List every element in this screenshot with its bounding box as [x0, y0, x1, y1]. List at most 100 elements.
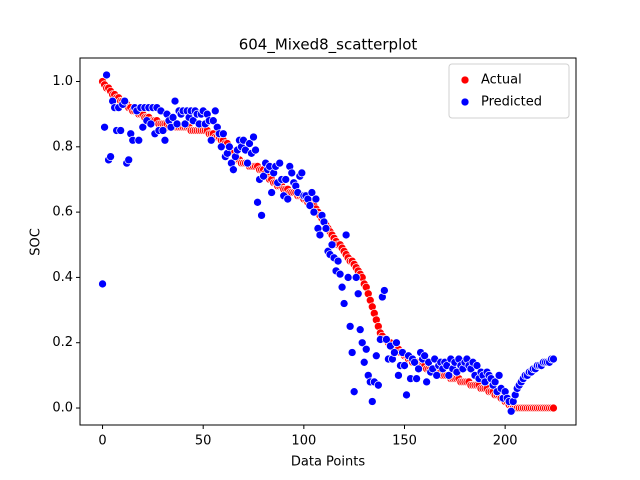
point	[367, 397, 377, 406]
plot-frame	[79, 57, 577, 426]
legend-marker	[460, 97, 470, 107]
point	[444, 371, 454, 380]
point	[251, 145, 260, 155]
point	[253, 197, 262, 207]
point	[208, 116, 218, 126]
y-axis-label: SOC	[29, 228, 44, 256]
point	[390, 348, 399, 357]
point	[243, 158, 252, 168]
point	[100, 122, 109, 132]
x-tick-label: 0	[98, 434, 106, 449]
point	[206, 135, 216, 145]
point	[158, 126, 168, 135]
point	[120, 96, 130, 106]
point	[432, 371, 442, 380]
point	[339, 299, 349, 308]
point	[275, 158, 285, 168]
point	[335, 269, 345, 279]
legend-label: Actual	[481, 73, 522, 88]
point	[218, 129, 228, 139]
point	[210, 106, 220, 116]
point	[172, 119, 182, 129]
point	[394, 371, 403, 380]
point	[345, 322, 355, 331]
point	[343, 273, 353, 282]
point	[170, 96, 180, 106]
point	[102, 70, 111, 80]
point	[134, 135, 144, 145]
point	[371, 351, 381, 361]
point	[472, 361, 482, 370]
point	[357, 338, 367, 348]
point	[402, 390, 411, 400]
legend-box	[448, 63, 570, 119]
x-axis-label: Data Points	[291, 455, 365, 470]
point	[506, 406, 516, 416]
point	[410, 357, 419, 367]
x-tick-label: 150	[392, 434, 417, 449]
point	[245, 139, 254, 148]
y-tick-label: 0.4	[52, 270, 73, 285]
point	[281, 175, 291, 184]
y-tick-label: 0.2	[52, 335, 73, 350]
point	[414, 364, 423, 374]
point	[327, 240, 337, 250]
x-tick-label: 50	[195, 434, 212, 449]
point	[355, 325, 365, 335]
point	[420, 351, 429, 361]
point	[138, 122, 148, 132]
point	[422, 377, 431, 387]
y-tick-label: 1.0	[52, 74, 73, 89]
point	[353, 289, 363, 299]
point	[116, 126, 126, 135]
point	[225, 142, 234, 152]
point	[309, 207, 319, 217]
point	[490, 377, 500, 387]
point	[382, 335, 391, 344]
point	[249, 132, 258, 142]
chart-title: 604_Mixed8_scatterplot	[239, 36, 418, 55]
point	[283, 194, 293, 204]
x-tick-label: 200	[493, 434, 518, 449]
point	[380, 286, 389, 295]
point	[98, 279, 107, 289]
legend-marker	[460, 75, 470, 85]
legend-label: Predicted	[481, 95, 542, 110]
x-tick-label: 100	[291, 434, 316, 449]
point	[549, 403, 558, 413]
point	[392, 338, 401, 348]
point	[321, 224, 331, 233]
point	[361, 344, 371, 354]
point	[146, 119, 156, 129]
y-tick-label: 0.6	[52, 205, 73, 220]
y-tick-label: 0.0	[52, 401, 73, 416]
point	[347, 348, 357, 357]
point	[287, 168, 297, 178]
point	[180, 119, 190, 129]
point	[168, 113, 178, 122]
point	[259, 171, 268, 181]
point	[106, 152, 115, 161]
point	[351, 273, 361, 282]
point	[549, 354, 558, 364]
point	[337, 282, 347, 292]
point	[307, 188, 317, 197]
point	[373, 380, 383, 390]
point	[333, 256, 343, 266]
point	[349, 387, 359, 397]
point	[412, 374, 421, 383]
point	[305, 201, 315, 210]
point	[315, 230, 325, 240]
point	[124, 155, 134, 165]
point	[494, 371, 504, 380]
point	[216, 142, 226, 152]
point	[257, 211, 266, 220]
point	[341, 230, 351, 240]
point	[359, 357, 369, 367]
point	[229, 165, 238, 175]
point	[400, 361, 409, 370]
y-tick-label: 0.8	[52, 139, 73, 154]
point	[297, 168, 307, 178]
point	[267, 188, 276, 197]
